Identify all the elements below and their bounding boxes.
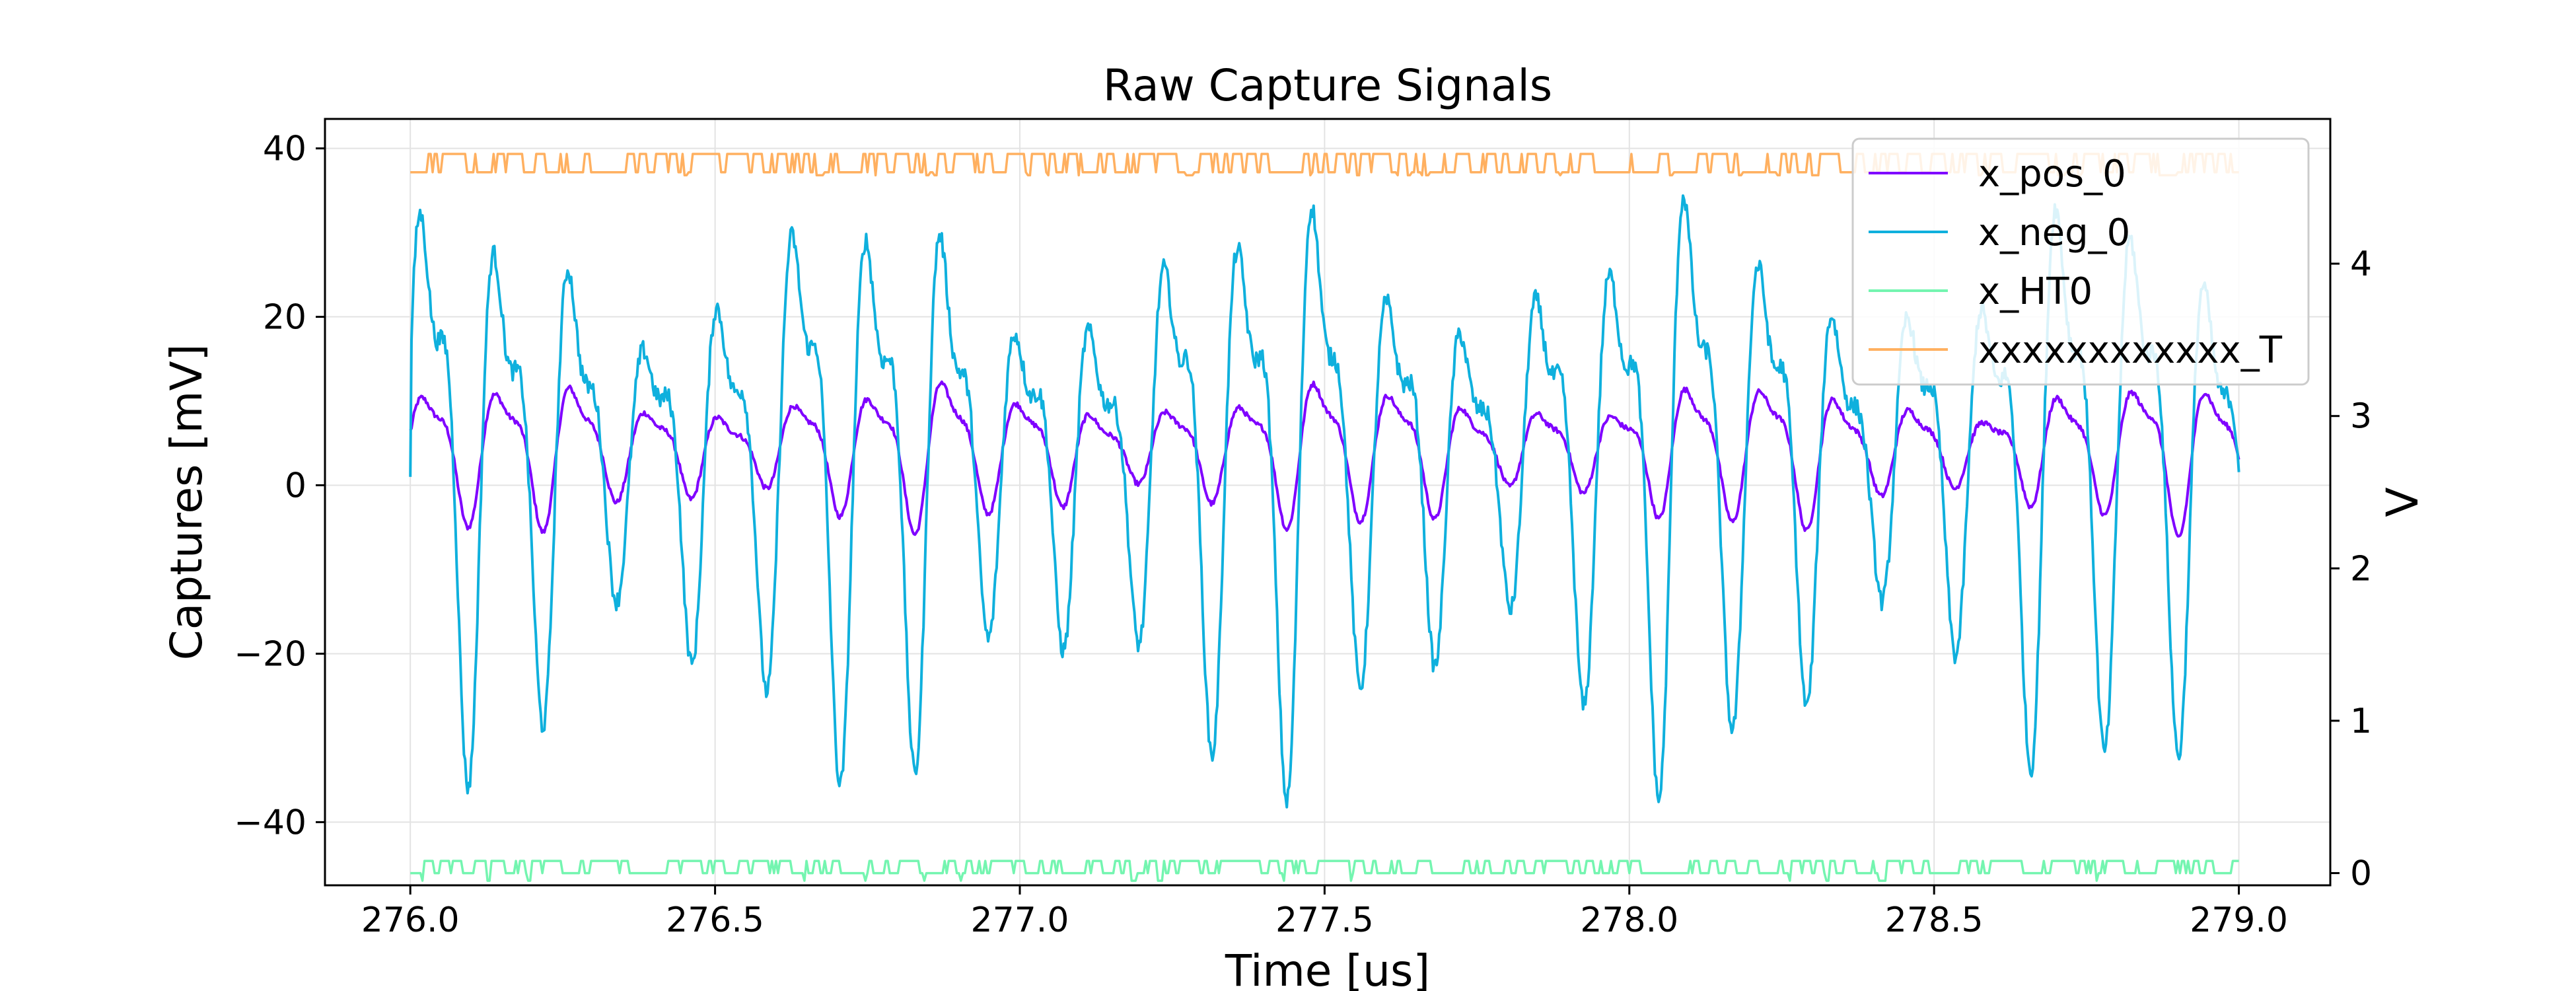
y2-tick-label: 0 — [2350, 854, 2372, 894]
x-axis-label: Time [us] — [1225, 945, 1430, 991]
y2-tick-label: 1 — [2350, 702, 2372, 741]
y2-axis-label: V — [2377, 487, 2428, 517]
y2-tick-label: 4 — [2350, 244, 2372, 284]
legend: x_pos_0 x_neg_0 x_HT0 xxxxxxxxxxxx_T — [1851, 137, 2310, 386]
series-line-x_HT0 — [410, 860, 2239, 882]
x-tick-label: 277.5 — [1275, 900, 1374, 940]
legend-label: x_neg_0 — [1978, 211, 2130, 254]
series-line-x_pos_0 — [409, 380, 2240, 538]
chart-title: Raw Capture Signals — [1103, 60, 1552, 111]
legend-box — [1851, 137, 2310, 386]
plot-frame — [324, 118, 2332, 887]
x-tick-label: 276.5 — [666, 900, 764, 940]
y-tick-label: 0 — [285, 466, 306, 506]
x-tick-label: 276.0 — [361, 900, 460, 940]
legend-label: x_pos_0 — [1978, 153, 2126, 196]
y-axis-label: Captures [mV] — [161, 344, 212, 661]
legend-label: xxxxxxxxxxxx_T — [1978, 329, 2283, 372]
ticks: 276.0 276.5 277.0 277.5 278.0 278.5 279.0 −40 −2… — [234, 129, 2372, 940]
y-tick-label: 20 — [263, 298, 306, 338]
x-tick-label: 277.0 — [971, 900, 1069, 940]
y-tick-label: −20 — [234, 634, 306, 674]
x-tick-label: 279.0 — [2190, 900, 2288, 940]
x-tick-label: 278.5 — [1885, 900, 1984, 940]
y2-tick-label: 2 — [2350, 549, 2372, 589]
legend-label: x_HT0 — [1978, 270, 2093, 313]
y2-tick-label: 3 — [2350, 397, 2372, 437]
y-tick-label: −40 — [234, 803, 306, 842]
x-tick-label: 278.0 — [1580, 900, 1678, 940]
y-tick-label: 40 — [263, 129, 306, 169]
series-line-x_neg_0 — [409, 194, 2240, 809]
series-layer — [409, 153, 2240, 882]
